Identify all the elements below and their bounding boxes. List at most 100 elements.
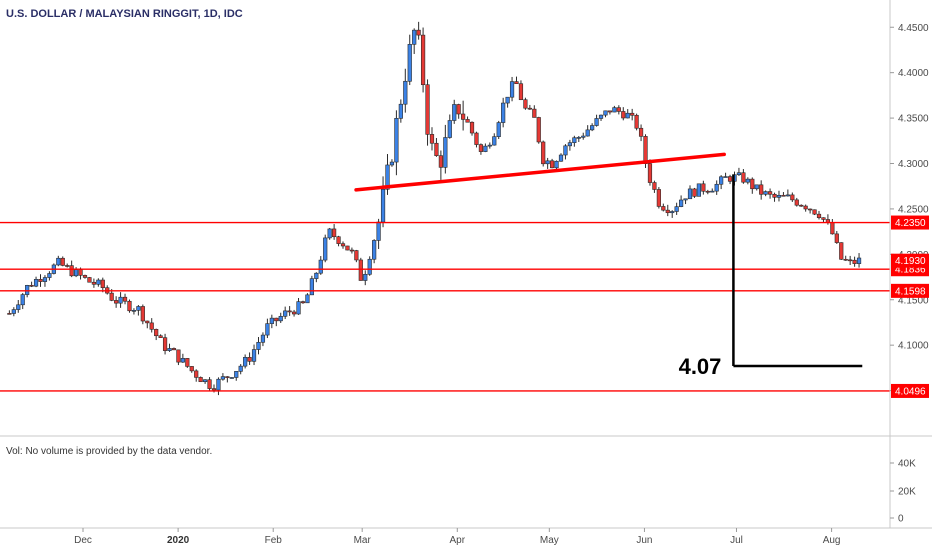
volume-axis: 40K 20K 0 — [890, 459, 916, 525]
candle-up — [714, 183, 719, 192]
candle-down — [60, 257, 65, 266]
candle-down — [812, 209, 817, 215]
candle-down — [527, 107, 532, 110]
candle-up — [96, 279, 101, 285]
trend-layer — [354, 152, 726, 192]
volume-note: Vol: No volume is provided by the data v… — [6, 446, 212, 457]
candle-up — [594, 118, 599, 126]
candle-up — [56, 257, 61, 266]
candle-down — [189, 366, 194, 372]
candle-up — [229, 377, 234, 379]
candle-up — [710, 190, 715, 193]
candle-down — [799, 204, 804, 207]
candle-up — [625, 112, 630, 119]
candle-up — [501, 102, 506, 123]
candle-down — [803, 205, 808, 210]
candle-up — [736, 172, 742, 176]
price-tick-label: 4.1000 — [898, 341, 929, 352]
projection-target-label: 4.07 — [679, 354, 722, 379]
candle-down — [843, 258, 848, 261]
candle-up — [16, 304, 21, 310]
candles-layer — [7, 21, 862, 396]
candle-down — [705, 190, 710, 193]
candle-down — [692, 188, 697, 197]
candle-down — [478, 144, 484, 152]
candle-up — [323, 237, 328, 261]
candle-up — [576, 137, 581, 139]
candle-up — [203, 379, 208, 383]
candle-down — [830, 222, 835, 235]
candle-up — [679, 199, 684, 207]
candle-down — [69, 265, 74, 277]
time-tick-label: Aug — [823, 535, 841, 546]
candle-down — [336, 236, 341, 244]
candle-down — [287, 310, 292, 313]
candle-down — [198, 377, 203, 383]
projection-layer: 4.07 — [679, 174, 863, 379]
candle-down — [140, 306, 145, 322]
candle-up — [216, 378, 221, 391]
candle-down — [456, 104, 461, 115]
candle-up — [314, 272, 319, 279]
candle-down — [358, 259, 363, 281]
candle-down — [647, 163, 653, 183]
candle-down — [87, 277, 92, 283]
candle-down — [100, 279, 105, 289]
candle-down — [665, 209, 670, 214]
candle-down — [420, 34, 426, 86]
candle-up — [603, 110, 608, 116]
candle-up — [33, 279, 39, 287]
candle-down — [65, 265, 70, 267]
candle-up — [305, 294, 310, 304]
candle-up — [167, 348, 172, 351]
candle-up — [785, 194, 790, 197]
candle-down — [630, 112, 635, 116]
candle-down — [532, 108, 537, 118]
candle-down — [429, 134, 435, 144]
candle-down — [162, 337, 168, 351]
candle-down — [661, 206, 666, 211]
candle-up — [389, 161, 395, 166]
candle-up — [367, 258, 372, 275]
candle-down — [652, 182, 657, 190]
candle-up — [590, 125, 595, 131]
level-price-tag — [891, 283, 929, 298]
time-axis[interactable]: Dec 2020 Feb Mar Apr May Jun Jul Aug — [74, 528, 840, 546]
candle-down — [607, 110, 613, 113]
candle-up — [398, 103, 403, 119]
price-tick-label: 4.3500 — [898, 114, 929, 125]
candle-up — [131, 310, 137, 312]
price-tags: 4.2350 4.1836 4.1598 4.0496 4.1930 — [891, 215, 929, 398]
candle-down — [225, 376, 230, 378]
time-tick-label: Apr — [450, 535, 466, 546]
candle-up — [509, 81, 515, 98]
price-tick-label: 4.4500 — [898, 23, 929, 34]
candle-up — [687, 188, 693, 200]
candle-down — [541, 141, 546, 165]
candle-up — [73, 269, 79, 277]
candle-up — [251, 349, 257, 362]
neckline-trend-line[interactable] — [354, 152, 726, 192]
candle-down — [469, 121, 475, 134]
candle-up — [776, 194, 782, 198]
candle-down — [38, 279, 43, 282]
candle-down — [194, 370, 199, 378]
candle-down — [750, 178, 755, 190]
candle-down — [701, 183, 706, 192]
candle-down — [821, 217, 826, 220]
level-price-tag-label: 4.0496 — [895, 386, 926, 397]
candle-up — [554, 160, 559, 169]
candle-up — [238, 365, 243, 372]
candle-down — [741, 172, 746, 183]
candle-down — [247, 357, 252, 362]
candle-down — [91, 281, 96, 285]
candle-down — [149, 322, 154, 330]
candle-up — [563, 145, 568, 156]
candle-up — [856, 257, 862, 264]
candle-down — [790, 194, 795, 201]
candle-up — [487, 144, 492, 147]
candle-down — [616, 107, 621, 112]
candle-up — [363, 273, 368, 281]
